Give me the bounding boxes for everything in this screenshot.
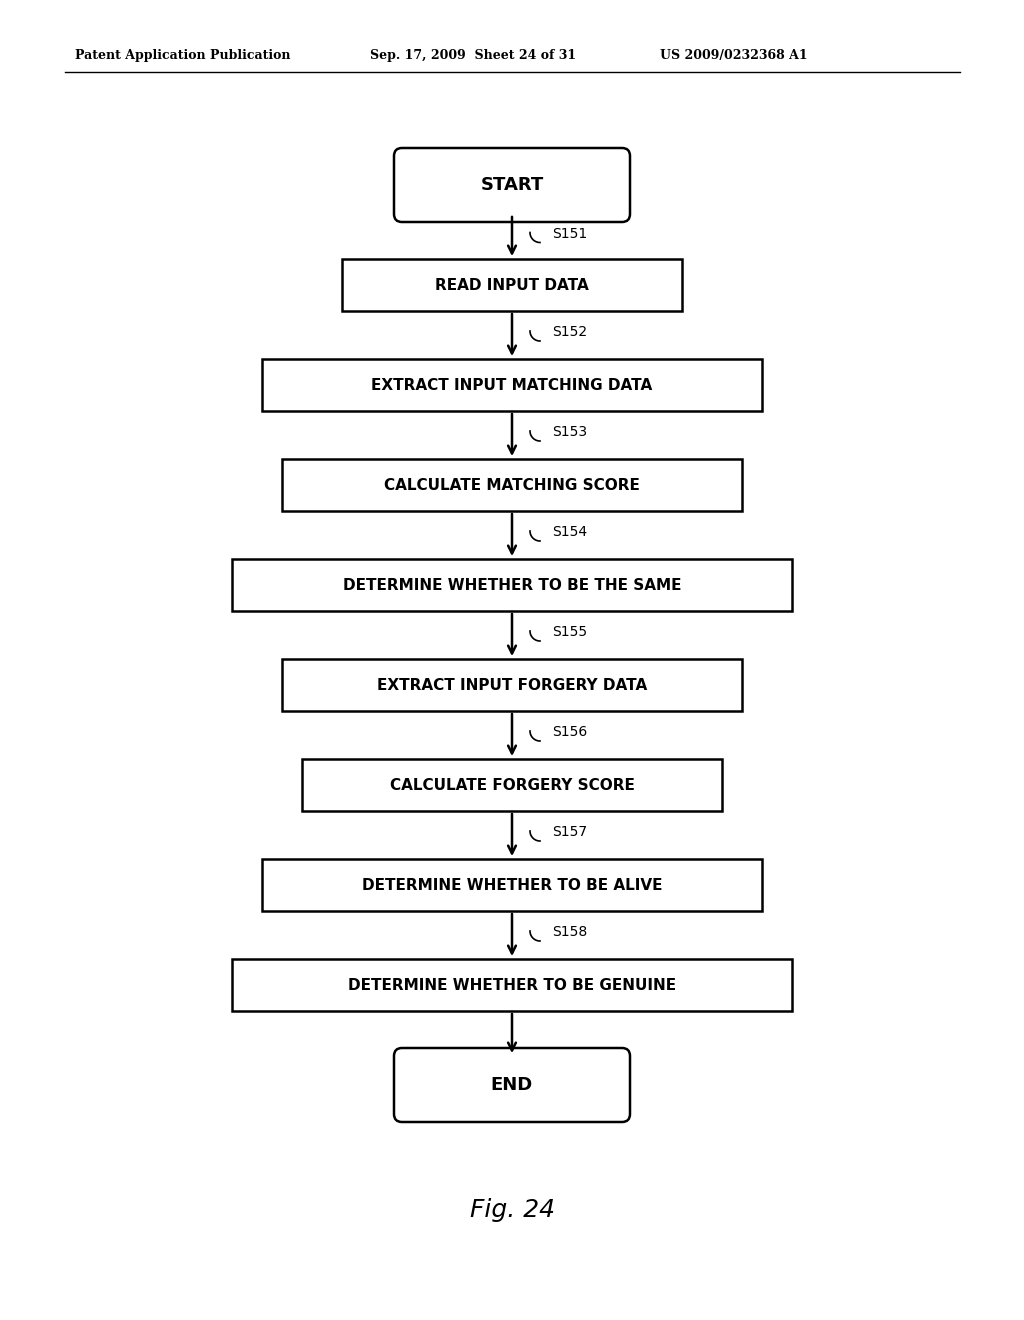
Text: END: END (490, 1076, 534, 1094)
Bar (302, 759, 722, 810)
Text: S151: S151 (552, 227, 587, 240)
Bar (262, 359, 762, 411)
Text: Fig. 24: Fig. 24 (469, 1199, 555, 1222)
Text: DETERMINE WHETHER TO BE THE SAME: DETERMINE WHETHER TO BE THE SAME (343, 578, 681, 593)
Text: S152: S152 (552, 325, 587, 339)
Text: READ INPUT DATA: READ INPUT DATA (435, 277, 589, 293)
Text: S158: S158 (552, 925, 587, 939)
Text: US 2009/0232368 A1: US 2009/0232368 A1 (660, 49, 808, 62)
Text: Patent Application Publication: Patent Application Publication (75, 49, 291, 62)
Bar (282, 459, 742, 511)
Text: EXTRACT INPUT MATCHING DATA: EXTRACT INPUT MATCHING DATA (372, 378, 652, 392)
FancyBboxPatch shape (394, 148, 630, 222)
Text: CALCULATE FORGERY SCORE: CALCULATE FORGERY SCORE (389, 777, 635, 792)
Text: DETERMINE WHETHER TO BE GENUINE: DETERMINE WHETHER TO BE GENUINE (348, 978, 676, 993)
Text: CALCULATE MATCHING SCORE: CALCULATE MATCHING SCORE (384, 478, 640, 492)
Text: S154: S154 (552, 525, 587, 539)
Text: EXTRACT INPUT FORGERY DATA: EXTRACT INPUT FORGERY DATA (377, 677, 647, 693)
Text: Sep. 17, 2009  Sheet 24 of 31: Sep. 17, 2009 Sheet 24 of 31 (370, 49, 577, 62)
Text: DETERMINE WHETHER TO BE ALIVE: DETERMINE WHETHER TO BE ALIVE (361, 878, 663, 892)
Text: S155: S155 (552, 624, 587, 639)
Bar (232, 960, 792, 1011)
Bar (342, 259, 682, 312)
Text: S153: S153 (552, 425, 587, 440)
Bar (282, 659, 742, 711)
FancyBboxPatch shape (394, 1048, 630, 1122)
Text: START: START (480, 176, 544, 194)
Bar (232, 558, 792, 611)
Text: S157: S157 (552, 825, 587, 840)
Text: S156: S156 (552, 725, 587, 739)
Bar (262, 859, 762, 911)
